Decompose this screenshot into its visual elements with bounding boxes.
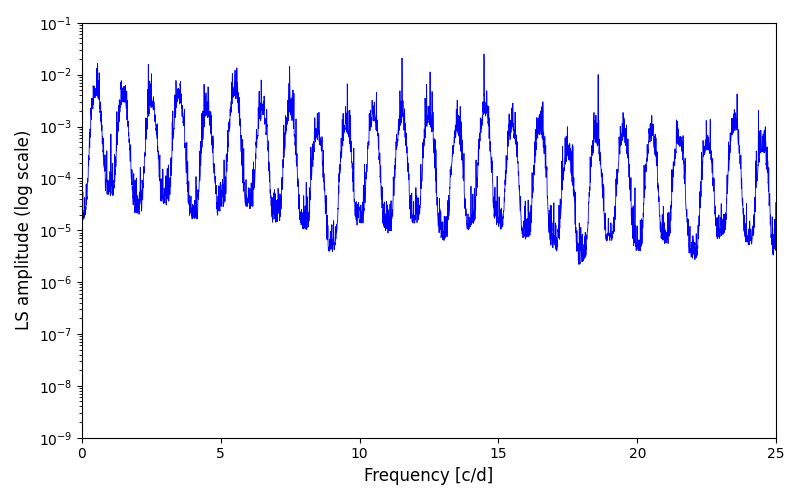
X-axis label: Frequency [c/d]: Frequency [c/d] bbox=[364, 467, 494, 485]
Y-axis label: LS amplitude (log scale): LS amplitude (log scale) bbox=[15, 130, 33, 330]
